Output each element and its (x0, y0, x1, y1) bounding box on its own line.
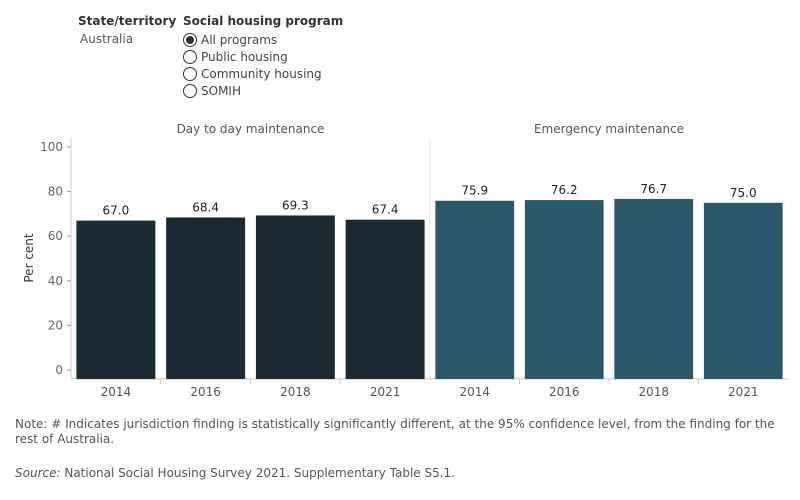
data-label: 67.4 (372, 203, 399, 217)
radio-community-housing[interactable]: Community housing (183, 65, 322, 82)
x-tick-label: 2018 (638, 385, 669, 399)
bar (435, 200, 515, 379)
y-tick-label: 0 (55, 363, 63, 377)
radio-unselected-icon[interactable] (183, 83, 197, 98)
y-axis-label: Per cent (22, 233, 36, 283)
bar (524, 200, 604, 379)
chart-note: Note: # Indicates jurisdiction finding i… (15, 417, 775, 446)
x-tick-label: 2014 (459, 385, 490, 399)
state-filter-value[interactable]: Australia (80, 32, 134, 46)
data-label: 76.2 (551, 183, 578, 197)
radio-somih[interactable]: SOMIH (183, 82, 241, 99)
y-tick-label: 80 (48, 185, 63, 199)
bar (703, 202, 783, 379)
panel-title: Emergency maintenance (534, 122, 684, 136)
radio-public-housing[interactable]: Public housing (183, 48, 288, 65)
bar (345, 219, 425, 379)
source-label: Source: (15, 466, 61, 480)
y-tick-label: 100 (40, 140, 63, 154)
data-label: 67.0 (103, 204, 130, 218)
bar (166, 217, 246, 379)
y-tick-label: 20 (48, 318, 63, 332)
program-filter-label: Social housing program (183, 14, 344, 28)
radio-label-all-programs: All programs (201, 32, 278, 47)
state-filter-label: State/territory (78, 14, 177, 28)
data-label: 75.9 (461, 184, 488, 198)
y-tick-label: 60 (48, 229, 63, 243)
bar (255, 215, 335, 379)
x-tick-label: 2021 (728, 385, 759, 399)
data-label: 76.7 (640, 182, 667, 196)
bar-chart: 0 20 40 60 80 100 Per cent Day to day maintenan… (22, 122, 788, 399)
x-tick-label: 2021 (370, 385, 401, 399)
radio-unselected-icon[interactable] (183, 66, 197, 81)
x-tick-label: 2016 (190, 385, 221, 399)
y-tick-label: 40 (48, 274, 63, 288)
radio-label-community-housing: Community housing (201, 66, 322, 81)
radio-unselected-icon[interactable] (183, 49, 197, 64)
data-label: 68.4 (192, 200, 219, 214)
radio-label-public-housing: Public housing (201, 49, 288, 64)
x-tick-label: 2018 (280, 385, 311, 399)
bar (614, 198, 694, 379)
source-text: National Social Housing Survey 2021. Sup… (60, 466, 455, 480)
x-tick-label: 2014 (101, 385, 132, 399)
data-label: 75.0 (730, 186, 757, 200)
chart-source: Source: National Social Housing Survey 2… (15, 466, 785, 481)
x-tick-label: 2016 (549, 385, 580, 399)
radio-label-somih: SOMIH (201, 83, 241, 98)
radio-selected-icon[interactable] (183, 32, 197, 47)
radio-all-programs[interactable]: All programs (183, 31, 277, 48)
data-label: 69.3 (282, 198, 309, 212)
bar (76, 220, 156, 379)
panel-title: Day to day maintenance (177, 122, 325, 136)
